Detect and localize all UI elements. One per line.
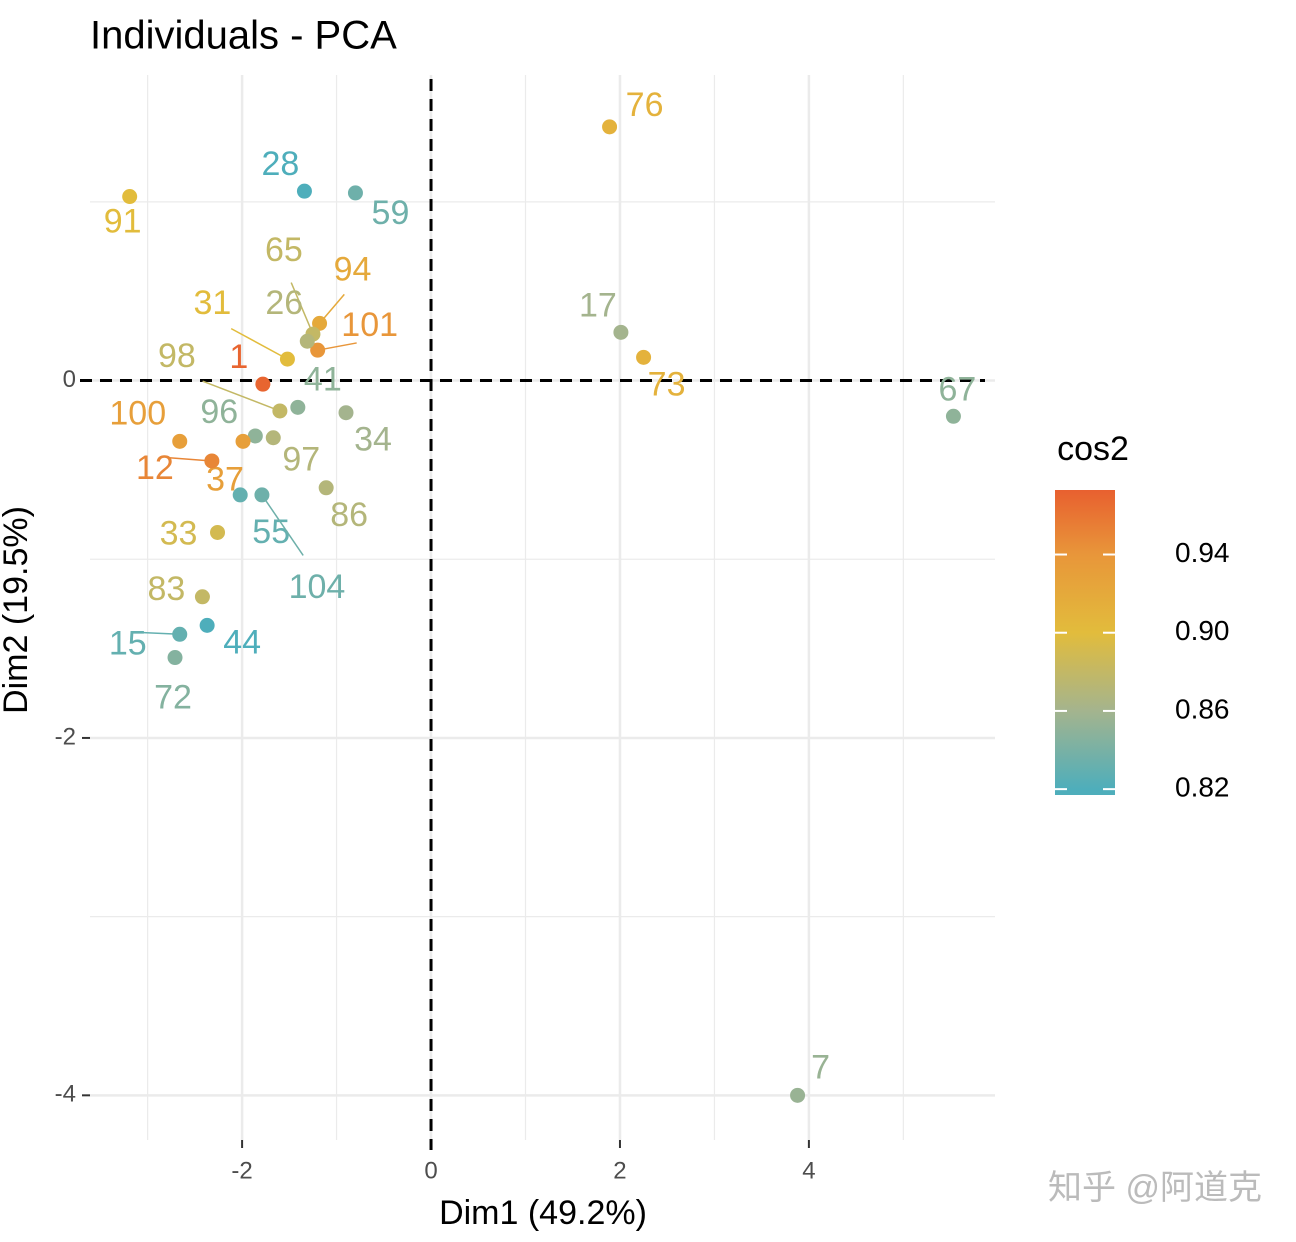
point-label: 76 — [626, 86, 664, 124]
point — [265, 430, 281, 446]
point — [318, 480, 334, 496]
x-tick-label: -2 — [231, 1157, 252, 1184]
point — [232, 487, 248, 503]
label-leader — [230, 327, 288, 360]
y-tick-label: -2 — [55, 723, 76, 750]
point — [210, 524, 226, 540]
point — [167, 650, 183, 666]
point-label: 67 — [939, 370, 977, 408]
x-tick-label: 4 — [802, 1157, 815, 1184]
point-label: 100 — [109, 394, 166, 432]
point — [172, 626, 188, 642]
point-label: 44 — [223, 623, 261, 661]
point-label: 1 — [229, 338, 248, 376]
point — [247, 428, 263, 444]
point — [613, 324, 629, 340]
colorbar-tick-label: 0.86 — [1175, 693, 1230, 724]
point-label: 101 — [341, 306, 398, 344]
point — [290, 399, 306, 415]
point — [338, 405, 354, 421]
point-label: 73 — [648, 365, 686, 403]
point-label: 28 — [262, 145, 300, 183]
point-label: 104 — [289, 568, 346, 606]
point-label: 83 — [148, 570, 186, 608]
point-label: 7 — [811, 1048, 830, 1086]
colorbar-tick-label: 0.94 — [1175, 537, 1230, 568]
x-axis-label: Dim1 (49.2%) — [439, 1194, 647, 1232]
point — [310, 342, 326, 358]
point — [204, 453, 220, 469]
point — [194, 589, 210, 605]
y-tick-label: -4 — [55, 1081, 76, 1108]
point-label: 17 — [579, 286, 617, 324]
chart-title: Individuals - PCA — [90, 14, 397, 58]
label-leader — [261, 494, 304, 556]
y-tick-label: 0 — [63, 366, 76, 393]
point-label: 12 — [136, 449, 174, 487]
colorbar-tick-label: 0.90 — [1175, 615, 1230, 646]
point — [254, 487, 270, 503]
point-label: 86 — [330, 496, 368, 534]
point — [255, 376, 271, 392]
point — [945, 408, 961, 424]
watermark: 知乎 @阿道克 — [1048, 1169, 1262, 1207]
point — [299, 333, 315, 349]
label-leader — [202, 380, 281, 412]
legend-title: cos2 — [1057, 430, 1129, 468]
point — [602, 119, 618, 135]
point — [279, 351, 295, 367]
point-label: 31 — [194, 284, 232, 322]
point-label: 97 — [282, 441, 320, 479]
y-axis-label: Dim2 (19.5%) — [0, 506, 35, 714]
label-leader — [290, 282, 314, 335]
point — [172, 433, 188, 449]
point — [272, 403, 288, 419]
point-label: 72 — [154, 679, 192, 717]
point-label: 59 — [372, 194, 410, 232]
point-label: 33 — [160, 514, 198, 552]
colorbar — [1055, 490, 1115, 795]
point-label: 65 — [265, 231, 303, 269]
colorbar-tick-label: 0.82 — [1175, 772, 1230, 803]
x-tick-label: 2 — [613, 1157, 626, 1184]
point-label: 26 — [265, 284, 303, 322]
point — [312, 315, 328, 331]
point-label: 91 — [104, 202, 142, 240]
point — [122, 189, 138, 205]
point — [296, 183, 312, 199]
point-label: 55 — [252, 513, 290, 551]
point — [347, 185, 363, 201]
point-label: 96 — [200, 393, 238, 431]
x-tick-label: 0 — [424, 1157, 437, 1184]
point-label: 15 — [109, 624, 147, 662]
point-label: 34 — [354, 421, 392, 459]
point — [199, 617, 215, 633]
point — [235, 433, 251, 449]
point — [790, 1087, 806, 1103]
point-label: 41 — [304, 360, 342, 398]
point-label: 98 — [158, 337, 196, 375]
point — [636, 349, 652, 365]
point-label: 94 — [334, 250, 372, 288]
